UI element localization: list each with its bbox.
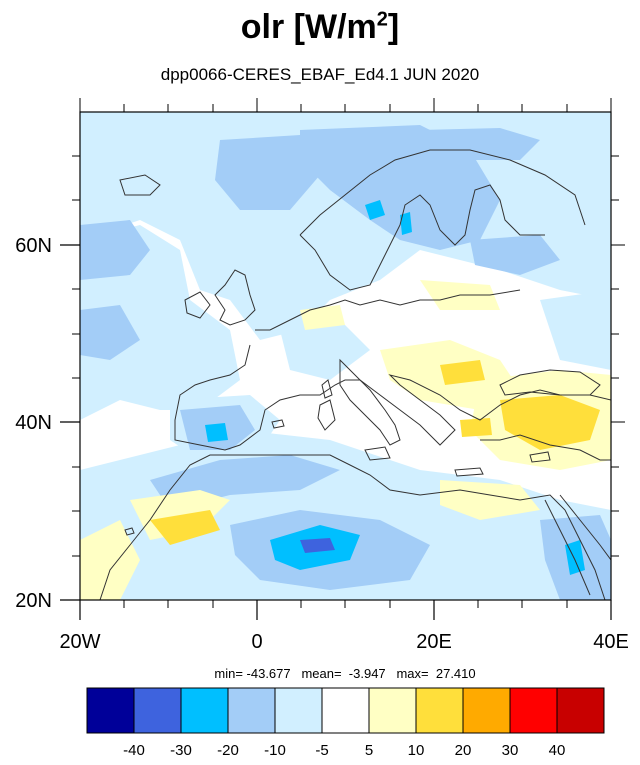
colorbar-label: 5	[365, 742, 373, 759]
coast-continental-europe	[174, 289, 611, 461]
field-patch-egypt-cyan	[565, 540, 585, 575]
x-tick-label: 40E	[593, 631, 629, 653]
x-tick-label: 0	[251, 631, 262, 653]
colorbar-labels: -40 -30 -20 -10 -5 5 10 20 30 40	[123, 742, 565, 759]
ticks-x-major	[79, 600, 612, 620]
coast-iceland	[119, 174, 161, 196]
colorbar-swatch	[509, 687, 558, 734]
y-tick-label: 40N	[15, 412, 52, 434]
colorbar-swatch	[180, 687, 229, 734]
coastlines	[99, 149, 611, 600]
ticks-frame-inner	[79, 98, 625, 557]
colorbar-swatch	[86, 687, 135, 734]
x-axis-labels: 20W 0 20E 40E	[59, 631, 628, 653]
coast-britain	[214, 269, 256, 326]
olr-anomaly-field	[80, 112, 611, 600]
colorbar-swatch	[133, 687, 182, 734]
coast-canary-islands	[124, 527, 135, 536]
coast-italy	[339, 358, 401, 446]
coast-scandinavia	[299, 149, 586, 291]
map-title: olr [W/m2]	[240, 8, 400, 46]
colorbar-label: 20	[455, 742, 472, 759]
colorbar-swatch	[368, 687, 417, 734]
field-patch-aegean-yellow	[460, 418, 492, 437]
coast-black-sea	[499, 369, 601, 396]
field-patch-far-east	[540, 290, 611, 370]
coast-sicily	[364, 446, 391, 461]
field-patch-atlantic-south	[80, 305, 140, 360]
field-patch-sweden-cyan	[365, 200, 385, 220]
colorbar-label: -5	[315, 742, 328, 759]
y-tick-label: 20N	[15, 590, 52, 612]
field-patch-central-europe	[280, 320, 370, 380]
field-patch-west-atlantic	[80, 220, 150, 280]
field-patch-east-europe	[470, 235, 560, 275]
field-patch-finland-cyan	[400, 212, 412, 235]
colorbar-swatch	[556, 687, 605, 734]
map-subtitle: dpp0066-CERES_EBAF_Ed4.1 JUN 2020	[160, 65, 480, 84]
field-patch-atlantic-light	[80, 520, 140, 600]
colorbar-swatch	[227, 687, 276, 734]
coast-ireland	[184, 291, 211, 319]
colorbar-label: -20	[217, 742, 239, 759]
field-patch-britain-light	[300, 305, 345, 330]
ticks-x-minor	[123, 600, 568, 608]
ticks-y-minor	[72, 155, 80, 557]
colorbar-label: -10	[264, 742, 286, 759]
colorbar-label: -40	[123, 742, 145, 759]
coast-sardinia	[317, 399, 336, 431]
coast-corsica	[321, 379, 333, 399]
coast-balearics	[271, 419, 285, 429]
field-patch-balkans-yellow	[440, 360, 485, 385]
field-patch-spain-cyan	[205, 423, 228, 442]
y-axis-labels: 20N 40N 60N	[15, 235, 52, 612]
field-statistics: min= -43.677 mean= -3.947 max= 27.410	[214, 666, 476, 681]
x-tick-label: 20W	[59, 631, 100, 653]
field-patch-sahara-yellow	[150, 510, 220, 545]
colorbar-swatch	[462, 687, 511, 734]
colorbar-label: 30	[502, 742, 519, 759]
colorbar-swatch	[415, 687, 464, 734]
coast-crete	[454, 467, 484, 477]
colorbar-swatch	[321, 687, 370, 734]
colorbar-label: 40	[549, 742, 566, 759]
colorbar	[86, 687, 605, 734]
coast-cyprus	[529, 451, 551, 463]
field-patch-libya-deep	[300, 538, 335, 553]
field-patch-arctic	[420, 128, 540, 160]
y-tick-label: 60N	[15, 235, 52, 257]
field-patch-norway-sea	[215, 135, 320, 210]
coast-red-sea	[544, 494, 611, 596]
colorbar-swatch	[274, 687, 323, 734]
x-tick-label: 20E	[416, 631, 452, 653]
field-patch-egypt-light	[440, 480, 540, 520]
colorbar-label: 10	[408, 742, 425, 759]
colorbar-label: -30	[170, 742, 192, 759]
coast-north-africa	[99, 454, 606, 600]
ticks-y-major	[60, 244, 80, 601]
